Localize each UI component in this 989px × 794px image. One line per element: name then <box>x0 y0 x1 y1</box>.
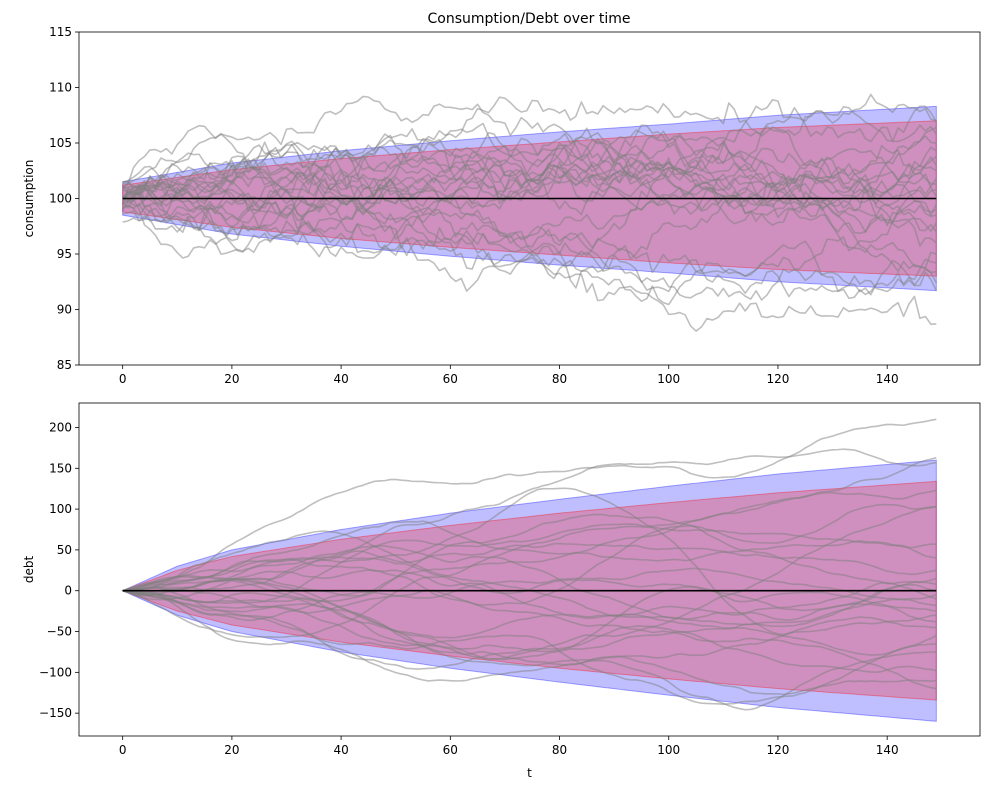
y-tick-label: 105 <box>49 136 72 150</box>
x-tick-label: 120 <box>767 743 790 757</box>
y-tick-label: −100 <box>39 665 72 679</box>
y-tick-label: 0 <box>64 584 72 598</box>
sample-path-line <box>122 166 937 249</box>
sample-path-line <box>122 178 937 301</box>
sample-path-line <box>122 144 937 204</box>
debt-panel: 0 20 40 60 80 100 120 140 −150 −100 −50 0 50 100 150 20… <box>22 402 981 780</box>
x-tick-label: 60 <box>443 743 458 757</box>
sample-path-line <box>122 489 937 604</box>
sample-path-line <box>122 513 937 597</box>
chart-title: Consumption/Debt over time <box>428 11 631 27</box>
y-tick-label: 110 <box>49 81 72 95</box>
y-tick-label: 100 <box>49 502 72 516</box>
sample-path-line <box>122 95 937 247</box>
sample-path-line <box>122 569 937 656</box>
y-tick-label: 115 <box>49 25 72 39</box>
x-tick-label: 20 <box>224 372 239 386</box>
x-tick-label: 80 <box>552 372 567 386</box>
y-tick-label: −50 <box>47 625 72 639</box>
x-tick-label: 40 <box>333 743 348 757</box>
x-tick-label: 20 <box>224 743 239 757</box>
sample-path-line <box>122 567 937 622</box>
sample-path-line <box>122 544 937 620</box>
plot-area <box>121 418 937 722</box>
x-axis-label: t <box>527 766 532 780</box>
x-tick-label: 0 <box>119 743 127 757</box>
x-tick-label: 0 <box>119 372 127 386</box>
plot-area <box>121 93 938 332</box>
sample-path-line <box>122 581 937 661</box>
sample-path-line <box>122 448 937 592</box>
x-tick-label: 60 <box>443 372 458 386</box>
sample-path-line <box>122 146 937 292</box>
y-tick-label: 90 <box>57 303 72 317</box>
sample-path-line <box>122 578 937 667</box>
sample-path-line <box>122 93 937 208</box>
sample-path-line <box>122 505 937 661</box>
sample-path-line <box>121 165 938 300</box>
y-tick-label: 200 <box>49 420 72 434</box>
sample-path-line <box>122 556 937 612</box>
y-tick-label: 50 <box>57 543 72 557</box>
sample-path-line <box>122 126 937 233</box>
sample-path-line <box>122 487 937 636</box>
y-tick-label: 150 <box>49 461 72 475</box>
sample-path-line <box>122 418 937 592</box>
y-axis-label: debt <box>22 556 36 584</box>
sample-path-line <box>122 204 937 306</box>
consumption-panel: 0 20 40 60 80 100 120 140 85 90 95 100 105 110 115 cons… <box>22 25 981 386</box>
x-tick-label: 140 <box>876 743 899 757</box>
sample-path-line <box>122 525 937 639</box>
sample-path-line <box>122 130 937 224</box>
sample-path-line <box>122 589 937 706</box>
x-tick-label: 100 <box>657 372 680 386</box>
sample-path-line <box>122 589 937 711</box>
x-tick-label: 100 <box>657 743 680 757</box>
sample-path-line <box>122 586 937 653</box>
x-tick-label: 140 <box>876 372 899 386</box>
sample-path-line <box>122 135 937 209</box>
y-tick-label: 85 <box>57 358 72 372</box>
sample-path-line <box>122 584 937 639</box>
sample-path-line <box>122 131 937 209</box>
y-axis-label: consumption <box>22 160 36 238</box>
x-tick-label: 40 <box>333 372 348 386</box>
x-tick-label: 80 <box>552 743 567 757</box>
y-tick-label: 95 <box>57 247 72 261</box>
axes-frame <box>78 402 981 737</box>
x-tick-label: 120 <box>767 372 790 386</box>
sample-path-line <box>122 586 937 690</box>
y-tick-label: 100 <box>49 192 72 206</box>
sample-path-line <box>122 589 937 673</box>
sample-path-line <box>122 144 937 239</box>
y-tick-label: −150 <box>39 706 72 720</box>
